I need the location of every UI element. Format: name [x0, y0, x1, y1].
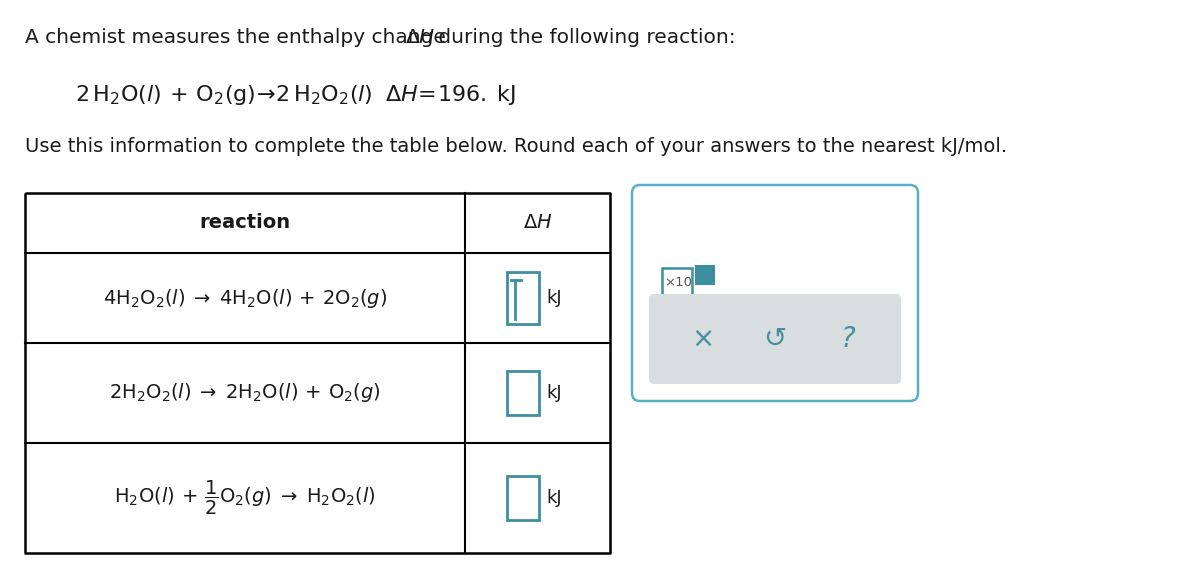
- Text: $\mathrm{4H_2O_2(}$$\mathit{l}$$\mathrm{)\;\rightarrow\;4H_2O(}$$\mathit{l}$$\ma: $\mathrm{4H_2O_2(}$$\mathit{l}$$\mathrm{…: [103, 286, 388, 310]
- FancyBboxPatch shape: [649, 294, 901, 384]
- Bar: [696, 266, 714, 284]
- Bar: [506, 371, 539, 415]
- Text: kJ: kJ: [546, 489, 562, 507]
- Text: kJ: kJ: [546, 289, 562, 307]
- Text: $\Delta H\!=\!196.\;\mathrm{kJ}$: $\Delta H\!=\!196.\;\mathrm{kJ}$: [385, 83, 516, 107]
- Bar: [662, 268, 692, 298]
- Text: ?: ?: [840, 325, 854, 353]
- Text: during the following reaction:: during the following reaction:: [432, 28, 736, 47]
- Text: ×10: ×10: [664, 276, 692, 290]
- Text: $\mathregular{2\,H_2O(}$$\mathit{l}$$\mathregular{)\,+\,O_2(g)\!\rightarrow\!2\,: $\mathregular{2\,H_2O(}$$\mathit{l}$$\ma…: [74, 83, 373, 107]
- Text: A chemist measures the enthalpy change: A chemist measures the enthalpy change: [25, 28, 452, 47]
- Text: $\mathrm{2H_2O_2(}$$\mathit{l}$$\mathrm{)\;\rightarrow\;2H_2O(}$$\mathit{l}$$\ma: $\mathrm{2H_2O_2(}$$\mathit{l}$$\mathrm{…: [109, 381, 380, 405]
- Text: $\Delta H$: $\Delta H$: [523, 213, 552, 233]
- Text: Use this information to complete the table below. Round each of your answers to : Use this information to complete the tab…: [25, 137, 1007, 156]
- Text: ×: ×: [691, 325, 714, 353]
- Text: ↺: ↺: [763, 325, 787, 353]
- Bar: [506, 476, 539, 520]
- FancyBboxPatch shape: [632, 185, 918, 401]
- Bar: [506, 272, 539, 324]
- Text: $\mathrm{H_2O(}$$\mathit{l}$$\mathrm{)\,+\,\dfrac{1}{2}O_2(}$$\mathit{g}$$\mathr: $\mathrm{H_2O(}$$\mathit{l}$$\mathrm{)\,…: [114, 479, 376, 517]
- Text: reaction: reaction: [199, 213, 290, 233]
- Text: kJ: kJ: [546, 384, 562, 402]
- Text: $\Delta H$: $\Delta H$: [406, 28, 436, 47]
